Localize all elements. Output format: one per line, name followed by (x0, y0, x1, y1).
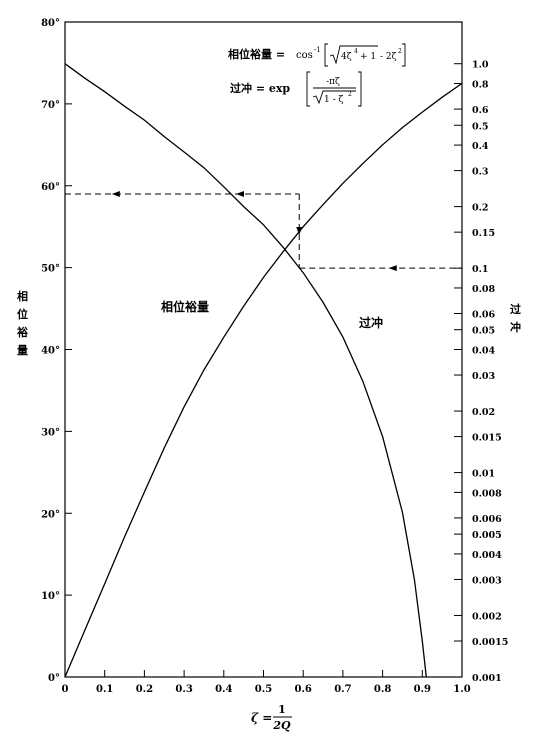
x-tick-label: 0.3 (175, 684, 192, 695)
right-tick-label: 1.0 (472, 60, 489, 71)
phase-margin-radicand-a-sup: 4 (354, 48, 358, 55)
overshoot-curve (64, 63, 427, 678)
overshoot-sqrt-sign (312, 90, 356, 105)
x-tick-label: 0.6 (294, 684, 311, 695)
left-tick-label: 20° (41, 509, 60, 520)
x-axis-label: ζ = 1 2Q (251, 703, 292, 732)
phase-margin-sqrt-sign (329, 45, 378, 65)
right-tick-label: 0.1 (472, 264, 489, 275)
x-tick-label: 0.7 (334, 684, 351, 695)
right-tick-label: 0.02 (472, 407, 495, 418)
right-tick-label: 0.0015 (472, 637, 508, 648)
right-tick-label: 0.002 (472, 611, 502, 622)
guide-arrow (388, 265, 397, 272)
x-axis-label-symbol: ζ = (251, 711, 272, 725)
phase-margin-curve (64, 82, 463, 678)
overshoot-formula-numerator: -πζ (326, 77, 340, 87)
x-tick-label: 0.4 (215, 684, 232, 695)
overshoot-formula-radicand-sup: 2 (348, 91, 352, 98)
right-tick-label: 0.3 (472, 167, 489, 178)
x-tick-label: 0.5 (255, 684, 272, 695)
left-tick-label: 0° (48, 673, 60, 684)
phase-margin-radicand-b: + 1 (360, 52, 376, 62)
overshoot-curve-label: 过冲 (359, 315, 383, 330)
phase-margin-curve-label: 相位裕量 (161, 299, 209, 314)
plot-frame (64, 21, 463, 678)
left-tick-label: 70° (41, 100, 60, 111)
phase-margin-bracket-left (324, 43, 328, 67)
right-tick-label: 0.005 (472, 530, 502, 541)
left-axis-ticks: 0° 10° 20° 30° 40° 50° 60° 70° 80° (41, 18, 72, 684)
right-tick-label: 0.008 (472, 488, 502, 499)
right-tick-label: 0.03 (472, 371, 495, 382)
overshoot-bracket-left (306, 71, 310, 107)
x-tick-label: 1.0 (453, 684, 470, 695)
right-tick-label: 0.003 (472, 575, 502, 586)
phase-margin-formula-tail: - 2ζ (380, 52, 397, 62)
x-tick-label: 0 (62, 684, 69, 695)
right-tick-label: 0.04 (472, 346, 496, 357)
x-tick-label: 0.8 (374, 684, 391, 695)
right-tick-label: 0.2 (472, 203, 489, 214)
right-tick-label: 0.8 (472, 80, 489, 91)
reference-guides (65, 190, 462, 272)
left-tick-label: 80° (41, 18, 60, 29)
phase-margin-formula: 相位裕量 = cos -1 4ζ 4 + 1 - 2ζ 2 (228, 43, 406, 67)
overshoot-formula: 过冲 = exp -πζ 1 - ζ 2 (230, 71, 362, 107)
overshoot-bracket-right (358, 71, 362, 107)
x-tick-label: 0.1 (96, 684, 113, 695)
phase-margin-formula-label: 相位裕量 = (228, 47, 285, 61)
data-series (64, 63, 463, 678)
right-tick-label: 0.15 (472, 228, 495, 239)
x-tick-label: 0.2 (136, 684, 153, 695)
overshoot-formula-radicand: 1 - ζ (324, 95, 343, 105)
right-tick-label: 0.01 (472, 469, 495, 480)
phase-margin-formula-tail-sup: 2 (398, 48, 402, 55)
right-axis-label: 过冲 (510, 302, 521, 334)
right-tick-label: 0.001 (472, 673, 502, 684)
right-tick-label: 0.06 (472, 310, 496, 321)
right-tick-label: 0.5 (472, 121, 489, 132)
right-tick-label: 0.08 (472, 284, 496, 295)
right-tick-label: 0.4 (472, 141, 489, 152)
phase-margin-radicand-a: 4ζ (341, 52, 352, 62)
x-tick-label: 0.9 (414, 684, 431, 695)
right-tick-label: 0.006 (472, 514, 502, 525)
right-tick-label: 0.05 (472, 326, 495, 337)
right-axis-ticks: 1.0 0.8 0.6 0.5 0.4 0.3 0.2 0.15 0.1 0.08 0.06 0.05… (454, 60, 508, 684)
x-axis-label-numerator: 1 (278, 703, 286, 716)
left-tick-label: 40° (41, 346, 60, 357)
left-tick-label: 30° (41, 427, 60, 438)
phase-margin-formula-fn: cos (296, 50, 313, 61)
phase-margin-bracket-right (402, 43, 406, 67)
x-axis-label-denominator: 2Q (272, 719, 291, 732)
left-tick-label: 60° (41, 182, 60, 193)
right-tick-label: 0.6 (472, 105, 489, 116)
overshoot-formula-label: 过冲 = exp (230, 81, 290, 95)
phase-margin-formula-fn-sup: -1 (314, 46, 321, 54)
left-tick-label: 10° (41, 591, 60, 602)
right-tick-label: 0.015 (472, 433, 502, 444)
left-axis-label: 相位裕量 (16, 289, 28, 357)
right-tick-label: 0.004 (472, 550, 502, 561)
left-tick-label: 50° (41, 264, 60, 275)
guide-arrow (235, 190, 244, 197)
guide-arrow (111, 190, 120, 197)
x-axis-ticks: 0 0.1 0.2 0.3 0.4 0.5 0.6 0.7 0.8 0.9 1.0 (62, 670, 471, 695)
